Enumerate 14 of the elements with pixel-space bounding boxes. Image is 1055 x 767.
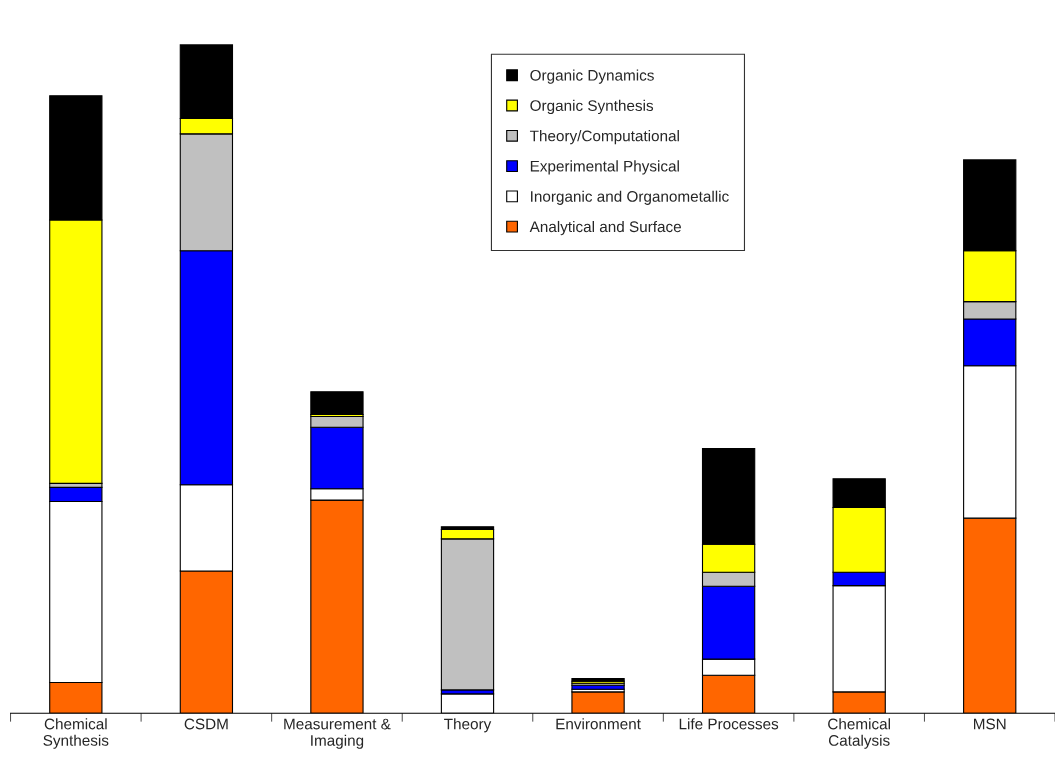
legend-label: Analytical and Surface xyxy=(529,220,681,236)
x-tick-label: Environment xyxy=(556,718,641,730)
x-tick-label: Measurement & Imaging xyxy=(284,718,391,749)
x-tick-label: MSN xyxy=(974,718,1006,730)
x-tick-label: Chemical Synthesis xyxy=(43,718,109,749)
legend-label: Organic Dynamics xyxy=(530,69,654,84)
legend-label: Inorganic and Organometallic xyxy=(531,190,729,205)
legend-label: Theory/Computational xyxy=(529,130,679,145)
x-tick-label: Chemical Catalysis xyxy=(828,718,890,749)
x-tick-label: Life Processes xyxy=(679,718,779,730)
x-tick-label: CSDM xyxy=(184,718,228,730)
legend-label: Experimental Physical xyxy=(530,160,679,175)
x-tick-label: Theory xyxy=(444,718,492,733)
legend-label: Organic Synthesis xyxy=(530,99,654,115)
